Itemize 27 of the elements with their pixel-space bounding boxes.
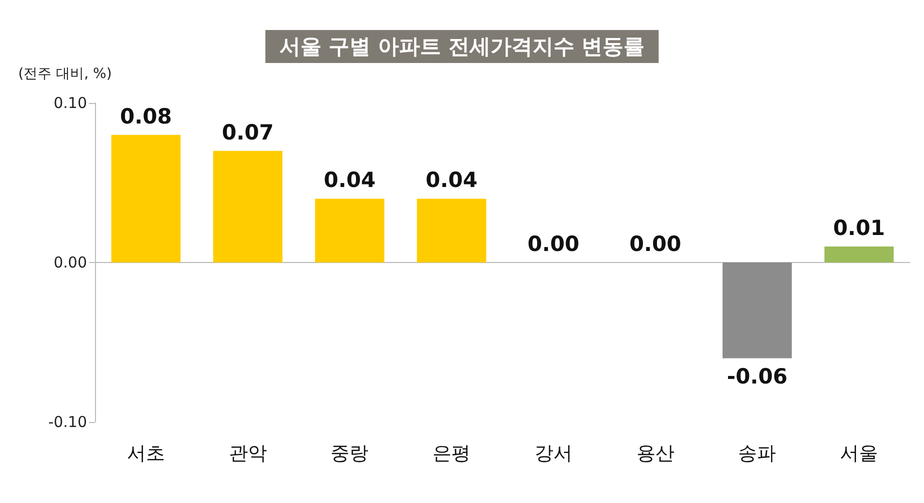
bar: [722, 262, 792, 358]
x-tick-label: 서초: [126, 442, 165, 464]
x-tick-label: 송파: [738, 442, 776, 464]
bar: [824, 246, 894, 262]
bar: [315, 198, 384, 262]
x-tick-label: 중랑: [330, 442, 369, 464]
data-label: 0.08: [120, 104, 172, 128]
chart-title: 서울 구별 아파트 전세가격지수 변동률: [279, 34, 645, 58]
y-tick-label: 0.10: [54, 94, 87, 112]
bar: [111, 134, 181, 262]
data-label: 0.04: [324, 168, 376, 192]
bar: [416, 198, 486, 262]
data-label: 0.00: [528, 232, 580, 256]
data-label: -0.06: [726, 364, 788, 389]
data-label: 0.00: [629, 232, 682, 256]
x-tick-label: 서울: [840, 442, 878, 464]
y-tick-label: 0.00: [54, 254, 87, 272]
x-tick-label: 강서: [534, 442, 572, 464]
bar: [213, 150, 282, 262]
data-label: 0.01: [833, 216, 885, 240]
y-tick-label: -0.10: [48, 413, 87, 431]
x-tick-label: 관악: [228, 442, 267, 464]
data-label: 0.04: [426, 168, 478, 192]
y-axis-title: (전주 대비, %): [18, 66, 112, 82]
x-tick-label: 용산: [636, 442, 674, 464]
x-tick-label: 은평: [432, 442, 471, 464]
data-label: 0.07: [222, 120, 274, 144]
